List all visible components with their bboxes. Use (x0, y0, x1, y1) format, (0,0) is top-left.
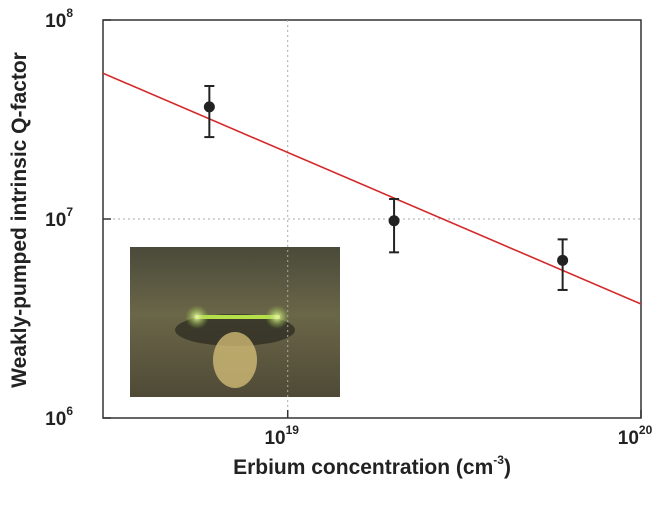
y-tick-label-base: 10 (45, 11, 66, 32)
x-axis-title-tail: ) (504, 456, 511, 479)
y-tick-label-base: 10 (45, 210, 66, 231)
x-axis-title: Erbium concentration (cm-3) (233, 453, 511, 479)
inset-photo (130, 247, 340, 397)
y-tick-label: 107 (45, 205, 73, 231)
x-axis-title-text: Erbium concentration (cm (233, 456, 493, 479)
x-tick-label: 1020 (618, 423, 653, 449)
y-tick-label-exp: 8 (66, 6, 73, 20)
data-point (388, 215, 400, 227)
x-tick-label: 1019 (264, 423, 299, 449)
y-tick-label-base: 10 (45, 409, 66, 430)
data-point (557, 254, 569, 266)
x-tick-label-base: 10 (264, 428, 285, 449)
x-tick-label-exp: 20 (639, 423, 653, 437)
y-tick-label-exp: 7 (66, 205, 73, 219)
x-tick-label-base: 10 (618, 428, 639, 449)
fit-line (102, 72, 642, 305)
y-tick-label: 108 (45, 6, 73, 32)
x-tick-label-exp: 19 (286, 423, 300, 437)
x-axis-title-sup: -3 (493, 453, 504, 467)
y-axis-title: Weakly-pumped intrinsic Q-factor (8, 52, 31, 388)
y-tick-label-exp: 6 (66, 404, 73, 418)
data-point (203, 101, 215, 113)
y-tick-label: 106 (45, 404, 73, 430)
